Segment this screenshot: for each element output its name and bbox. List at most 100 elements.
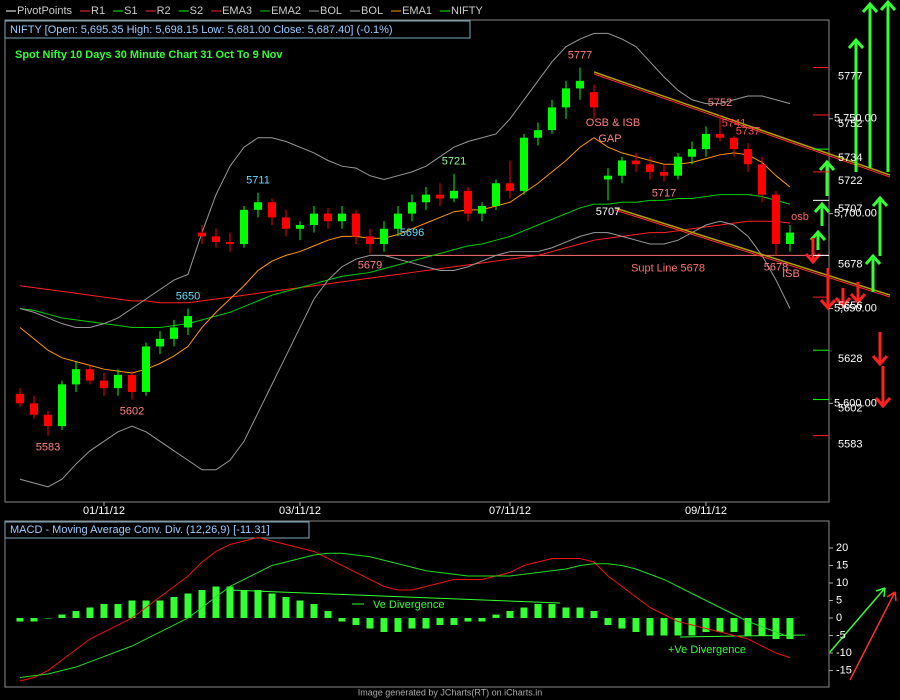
price-annotation: 5717 xyxy=(652,187,676,199)
candle-body xyxy=(142,346,150,392)
histogram-bar xyxy=(128,600,136,619)
arrow xyxy=(829,587,886,653)
candle-body xyxy=(702,133,710,150)
candle-body xyxy=(72,369,80,385)
histogram-bar xyxy=(632,618,640,633)
candle-body xyxy=(758,164,766,195)
histogram-bar xyxy=(254,589,262,619)
arrow xyxy=(849,591,896,681)
level-label: 5602 xyxy=(838,402,862,414)
price-annotation: 5752 xyxy=(708,97,732,109)
price-annotation: 5777 xyxy=(568,49,592,61)
histogram-bar xyxy=(380,618,388,633)
arrow xyxy=(819,268,837,311)
candle-body xyxy=(324,213,332,222)
macd-title: MACD - Moving Average Conv. Div. (12,26,… xyxy=(10,524,270,536)
candle-body xyxy=(296,225,304,229)
histogram-bar xyxy=(688,618,696,636)
candle-body xyxy=(422,194,430,203)
divergence-line xyxy=(229,589,561,604)
candle-body xyxy=(184,316,192,328)
legend-label: NIFTY xyxy=(451,5,483,17)
histogram-bar xyxy=(170,596,178,619)
histogram-bar xyxy=(100,604,108,619)
candle-body xyxy=(268,202,276,218)
arrow xyxy=(871,195,889,256)
histogram-bar xyxy=(310,604,318,619)
histogram-bar xyxy=(646,618,654,636)
candle-body xyxy=(534,130,542,138)
candle-body xyxy=(338,213,346,222)
legend-label: EMA1 xyxy=(402,5,432,17)
histogram-bar xyxy=(562,607,570,619)
arrow xyxy=(804,238,822,265)
level-label: 5722 xyxy=(838,175,862,187)
histogram-bar xyxy=(576,607,584,619)
price-annotation: 5741 xyxy=(722,118,746,130)
candle-body xyxy=(114,374,122,389)
candle-body xyxy=(86,369,94,381)
histogram-bar xyxy=(730,618,738,633)
legend-label: R2 xyxy=(157,5,171,17)
price-panel xyxy=(4,19,830,503)
histogram-bar xyxy=(44,618,52,619)
arrow xyxy=(834,288,852,309)
info-box xyxy=(4,20,471,39)
x-tick-label: 09/11/12 xyxy=(685,505,727,517)
note: osb xyxy=(791,211,809,223)
histogram-bar xyxy=(86,607,94,619)
candle-body xyxy=(100,380,108,389)
histogram-bar xyxy=(660,618,668,636)
histogram-bar xyxy=(282,596,290,619)
candle-body xyxy=(450,190,458,199)
histogram-bar xyxy=(492,614,500,619)
resistance-trendline xyxy=(593,73,891,178)
legend-label: EMA3 xyxy=(222,5,252,17)
candle-body xyxy=(254,202,262,210)
histogram-bar xyxy=(324,611,332,619)
histogram-bar xyxy=(352,618,360,626)
candle-body xyxy=(618,160,626,176)
histogram-bar xyxy=(604,618,612,626)
candle-body xyxy=(58,384,66,427)
candle-body xyxy=(632,160,640,165)
y-tick-label: -15 xyxy=(836,664,852,676)
histogram-bar xyxy=(366,618,374,629)
price-annotation: 5583 xyxy=(36,442,60,454)
y-tick-label: 5,750.00 xyxy=(834,113,877,125)
histogram-bar xyxy=(72,611,80,619)
overlay-lines xyxy=(19,32,829,488)
x-tick-label: 01/11/12 xyxy=(83,505,125,517)
histogram-bar xyxy=(16,618,24,622)
y-tick-label: 5,650.00 xyxy=(834,302,877,314)
candle-body xyxy=(170,327,178,339)
histogram-bar xyxy=(212,586,220,619)
candle-body xyxy=(464,190,472,214)
price-annotation: 5707 xyxy=(596,206,620,218)
indicator-line xyxy=(19,32,791,328)
y-tick-label: 5 xyxy=(836,594,842,606)
histogram-bar xyxy=(30,618,38,622)
histogram-bar xyxy=(184,593,192,619)
candle-body xyxy=(576,80,584,89)
note: ISB xyxy=(782,268,800,280)
legend-label: S2 xyxy=(190,5,203,17)
legend-label: EMA2 xyxy=(271,5,301,17)
candle-body xyxy=(394,213,402,229)
candle-body xyxy=(380,228,388,244)
price-annotation: 5678 xyxy=(764,261,788,273)
legend-label: R1 xyxy=(91,5,105,17)
candle-body xyxy=(478,206,486,214)
histogram-bar xyxy=(548,604,556,619)
histogram-bar xyxy=(156,600,164,619)
histogram-bar xyxy=(240,589,248,619)
macd-title-box xyxy=(4,521,310,539)
arrow xyxy=(809,229,827,250)
legend-label: S1 xyxy=(124,5,137,17)
arrow xyxy=(861,1,879,168)
candle-body xyxy=(506,183,514,191)
histogram-bar xyxy=(590,611,598,619)
y-tick-label: -5 xyxy=(836,629,846,641)
candle-body xyxy=(240,209,248,244)
